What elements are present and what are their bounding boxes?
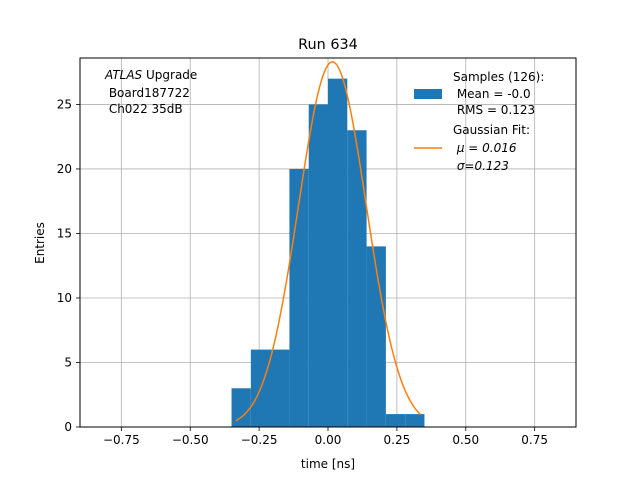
chart-title: Run 634 bbox=[298, 37, 358, 53]
y-tick-label: 5 bbox=[64, 355, 72, 369]
y-tick-label: 25 bbox=[57, 97, 72, 111]
annotation-box: ATLAS Upgrade Board187722 Ch022 35dB bbox=[104, 68, 197, 116]
histogram-bars bbox=[231, 78, 425, 427]
x-tick-label: −0.75 bbox=[103, 433, 140, 447]
histogram-bar bbox=[328, 78, 348, 427]
y-tick-label: 20 bbox=[57, 162, 72, 176]
x-tick-label: 0.25 bbox=[384, 433, 411, 447]
annotation-upgrade: Upgrade bbox=[142, 68, 197, 82]
histogram-bar bbox=[385, 414, 406, 427]
x-tick-label: 0.00 bbox=[315, 433, 342, 447]
histogram-bar bbox=[250, 349, 290, 427]
legend-histogram-line-3: RMS = 0.123 bbox=[453, 103, 535, 117]
x-tick-label: −0.50 bbox=[172, 433, 209, 447]
legend-histogram-swatch bbox=[414, 89, 442, 99]
y-tick-label: 10 bbox=[57, 291, 72, 305]
y-axis-label: Entries bbox=[33, 222, 47, 264]
histogram-bar bbox=[308, 104, 328, 427]
legend-histogram-line-2: Mean = -0.0 bbox=[453, 87, 531, 101]
legend-fit-line-1: Gaussian Fit: bbox=[453, 123, 530, 137]
x-axis-label: time [ns] bbox=[301, 457, 355, 471]
histogram-bar bbox=[347, 130, 367, 427]
legend-fit-line-3: σ=0.123 bbox=[453, 159, 509, 173]
annotation-line-3: Ch022 35dB bbox=[105, 102, 183, 116]
x-tick-label: 0.50 bbox=[452, 433, 479, 447]
legend-histogram-line-1: Samples (126): bbox=[453, 70, 544, 84]
legend-fit-line-2: μ = 0.016 bbox=[453, 141, 517, 155]
x-tick-label: −0.25 bbox=[241, 433, 278, 447]
annotation-line-2: Board187722 bbox=[105, 86, 190, 100]
histogram-bar bbox=[231, 388, 251, 427]
x-axis-ticks: −0.75 −0.50 −0.25 0.00 0.25 0.50 0.75 bbox=[103, 427, 548, 447]
y-tick-label: 15 bbox=[57, 226, 72, 240]
histogram-bar bbox=[289, 168, 309, 427]
legend: Samples (126): Mean = -0.0 RMS = 0.123 G… bbox=[414, 70, 544, 173]
gaussian-fit-curve bbox=[235, 61, 421, 422]
annotation-atlas: ATLAS bbox=[104, 68, 143, 82]
y-tick-label: 0 bbox=[64, 420, 72, 434]
annotation-line-1: ATLAS Upgrade bbox=[104, 68, 197, 82]
y-axis-ticks: 0 5 10 15 20 25 bbox=[57, 97, 80, 434]
histogram-bar bbox=[405, 414, 425, 427]
x-tick-label: 0.75 bbox=[521, 433, 548, 447]
histogram-bar bbox=[366, 246, 386, 427]
